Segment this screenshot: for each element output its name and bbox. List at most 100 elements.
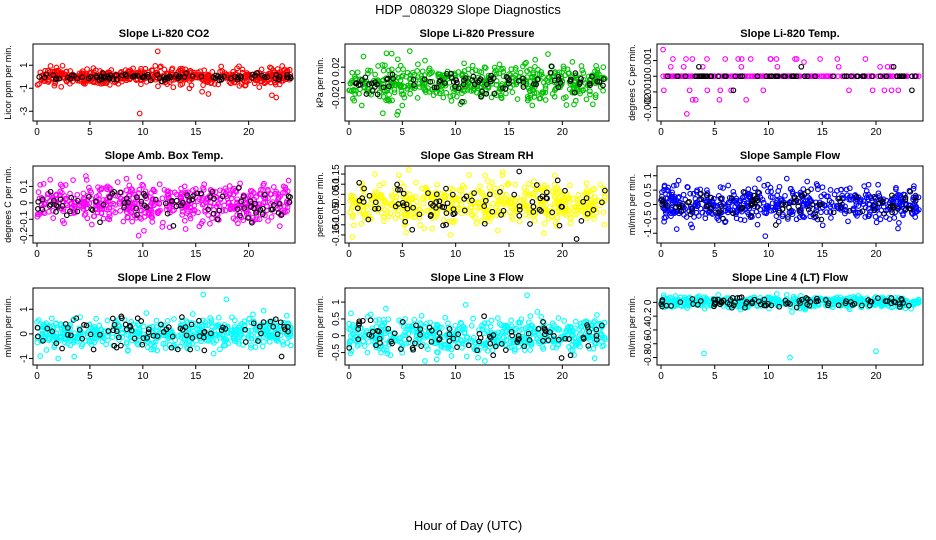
overlay-point — [703, 192, 710, 198]
data-point — [844, 192, 851, 199]
data-point — [671, 73, 678, 80]
data-point — [577, 195, 583, 202]
data-point — [496, 61, 503, 68]
data-point — [545, 51, 551, 57]
data-point — [747, 56, 754, 62]
x-tick-label: 20 — [243, 249, 255, 260]
overlay-point — [502, 85, 509, 92]
overlay-point — [64, 74, 71, 81]
data-point — [567, 220, 574, 227]
data-point — [440, 217, 447, 223]
data-point — [190, 187, 196, 193]
outlier-point — [205, 91, 212, 97]
x-tick-label: 15 — [503, 371, 515, 382]
data-point — [446, 219, 452, 225]
data-point — [189, 311, 196, 317]
data-point — [532, 56, 539, 63]
x-tick-label: 10 — [137, 127, 149, 138]
data-point — [284, 340, 291, 346]
data-point — [591, 355, 598, 362]
data-point — [50, 75, 56, 82]
overlay-point — [47, 201, 54, 208]
overlay-point — [35, 206, 41, 212]
outlier-point — [135, 232, 142, 239]
data-point — [429, 225, 436, 232]
overlay-point — [534, 76, 541, 83]
overlay-point — [754, 204, 761, 210]
data-point — [347, 198, 354, 204]
data-point — [104, 317, 111, 324]
data-point — [129, 218, 136, 225]
data-point — [594, 67, 601, 73]
data-point — [499, 172, 506, 179]
data-point — [86, 184, 92, 191]
data-point — [361, 202, 367, 209]
overlay-point — [427, 79, 434, 85]
data-point — [264, 203, 270, 210]
data-point — [589, 101, 596, 108]
overlay-point — [43, 71, 50, 78]
data-point — [760, 199, 767, 206]
data-point — [181, 217, 188, 224]
data-point — [827, 203, 834, 210]
data-point — [138, 207, 145, 214]
data-point — [416, 214, 422, 221]
data-point — [800, 186, 807, 192]
data-point — [244, 73, 251, 80]
y-tick-label: 0.05 — [331, 184, 342, 204]
data-point — [542, 85, 549, 92]
overlay-point — [400, 190, 407, 197]
overlay-point — [698, 73, 705, 80]
data-point — [560, 95, 567, 101]
data-point — [893, 186, 899, 193]
overlay-point — [210, 210, 217, 217]
data-point — [80, 190, 87, 197]
overlay-point — [214, 216, 221, 223]
overlay-point — [578, 218, 585, 224]
data-point — [486, 218, 493, 225]
data-point — [383, 200, 390, 207]
overlay-point — [436, 202, 443, 209]
data-point — [187, 215, 194, 222]
data-point — [895, 225, 901, 232]
data-point — [207, 220, 213, 227]
overlay-point — [789, 73, 795, 80]
data-point — [46, 76, 52, 83]
overlay-point — [571, 89, 578, 96]
overlay-point — [140, 74, 147, 80]
data-point — [282, 186, 289, 193]
overlay-point — [47, 188, 54, 195]
data-point — [668, 191, 675, 198]
data-point — [846, 185, 853, 192]
outlier-point — [762, 233, 769, 239]
data-point — [455, 205, 462, 212]
data-point — [407, 80, 414, 87]
data-point — [423, 184, 429, 191]
overlay-point — [238, 75, 244, 81]
overlay-point — [792, 194, 798, 201]
overlay-point — [558, 355, 565, 361]
data-point — [818, 209, 824, 216]
data-point — [551, 181, 558, 188]
data-point — [109, 334, 116, 341]
overlay-point — [841, 73, 848, 80]
data-point — [123, 175, 130, 182]
data-point — [60, 206, 67, 212]
outlier-point — [447, 232, 454, 238]
series-points — [346, 292, 608, 364]
overlay-point — [696, 63, 702, 70]
data-point — [521, 184, 528, 191]
overlay-point — [871, 194, 878, 200]
x-tick-label: 10 — [137, 249, 149, 260]
data-point — [808, 198, 815, 205]
overlay-point — [707, 194, 714, 201]
overlay-point — [768, 73, 775, 80]
data-point — [467, 205, 474, 211]
data-point — [142, 65, 149, 72]
overlay-point — [404, 205, 411, 212]
data-point — [419, 195, 426, 202]
data-point — [567, 182, 573, 189]
data-point — [81, 196, 88, 203]
data-point — [667, 63, 674, 70]
data-point — [845, 218, 851, 225]
